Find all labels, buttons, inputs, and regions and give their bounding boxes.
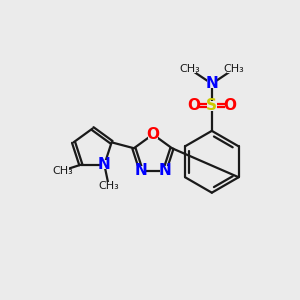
Text: CH₃: CH₃ bbox=[98, 181, 119, 191]
Text: N: N bbox=[206, 76, 218, 91]
FancyBboxPatch shape bbox=[227, 64, 241, 74]
FancyBboxPatch shape bbox=[183, 64, 196, 74]
Text: CH₃: CH₃ bbox=[224, 64, 244, 74]
Text: O: O bbox=[146, 127, 159, 142]
Text: N: N bbox=[158, 163, 171, 178]
FancyBboxPatch shape bbox=[100, 160, 109, 169]
Text: O: O bbox=[224, 98, 237, 113]
Text: CH₃: CH₃ bbox=[52, 166, 73, 176]
FancyBboxPatch shape bbox=[136, 166, 146, 175]
FancyBboxPatch shape bbox=[160, 166, 169, 175]
FancyBboxPatch shape bbox=[102, 182, 116, 190]
Text: CH₃: CH₃ bbox=[179, 64, 200, 74]
FancyBboxPatch shape bbox=[148, 130, 158, 139]
FancyBboxPatch shape bbox=[189, 101, 198, 110]
Text: N: N bbox=[135, 163, 148, 178]
FancyBboxPatch shape bbox=[207, 101, 217, 110]
FancyBboxPatch shape bbox=[225, 101, 235, 110]
Text: N: N bbox=[98, 157, 111, 172]
Text: S: S bbox=[206, 98, 217, 113]
FancyBboxPatch shape bbox=[56, 167, 69, 175]
Text: O: O bbox=[187, 98, 200, 113]
FancyBboxPatch shape bbox=[207, 79, 217, 88]
